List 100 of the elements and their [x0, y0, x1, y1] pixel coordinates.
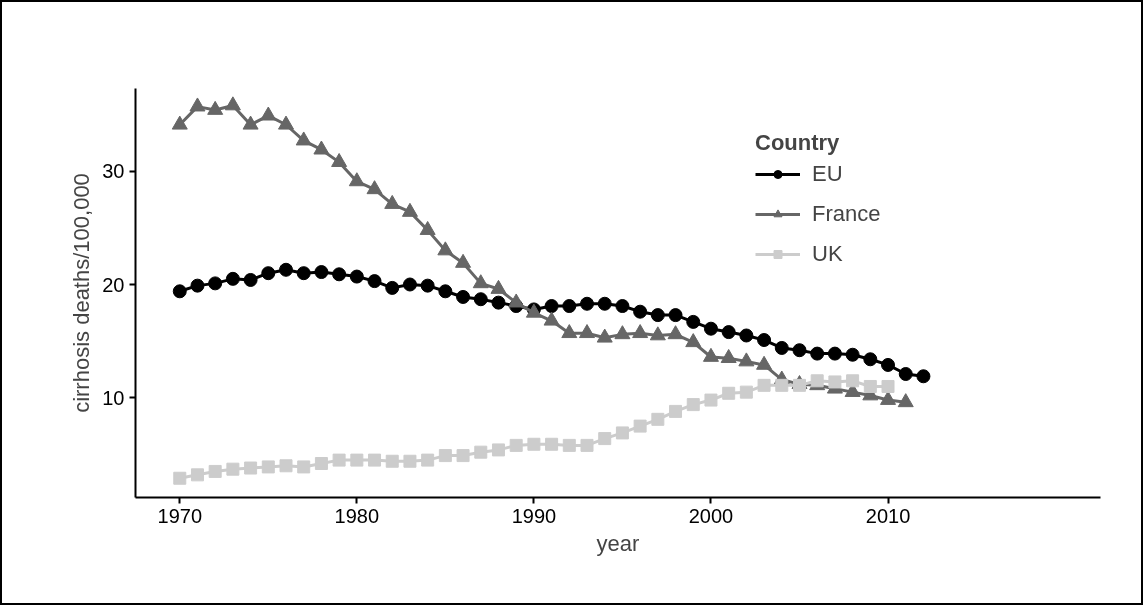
point — [579, 324, 596, 339]
point — [544, 299, 559, 314]
point — [350, 453, 364, 467]
point — [385, 454, 399, 468]
point — [244, 461, 258, 475]
point — [881, 379, 895, 393]
point — [261, 266, 276, 281]
point — [455, 253, 472, 268]
x-axis-title: year — [596, 530, 640, 556]
point — [614, 325, 631, 340]
point — [545, 437, 559, 451]
point — [686, 398, 700, 412]
x-tick-label: 1970 — [157, 504, 203, 527]
point — [261, 460, 275, 474]
point — [846, 374, 860, 388]
point — [456, 289, 471, 304]
point — [490, 279, 507, 294]
point — [243, 272, 258, 287]
point — [597, 296, 612, 311]
point — [738, 352, 755, 367]
legend-label: France — [812, 201, 881, 227]
point — [208, 464, 222, 478]
x-tick-label: 2010 — [865, 504, 911, 527]
point — [562, 438, 576, 452]
x-tick-label: 2000 — [688, 504, 734, 527]
point — [703, 321, 718, 336]
point — [421, 453, 435, 467]
point — [438, 449, 452, 463]
legend-label: EU — [812, 161, 843, 187]
legend-title: Country — [755, 130, 841, 156]
y-tick-label: 20 — [102, 273, 125, 296]
point — [260, 106, 277, 121]
point — [385, 280, 400, 295]
point — [596, 328, 613, 343]
y-tick-label: 30 — [102, 160, 125, 183]
point — [189, 97, 206, 112]
point — [242, 115, 259, 130]
point — [704, 393, 718, 407]
point — [190, 278, 205, 293]
point — [543, 311, 560, 326]
point — [633, 419, 647, 433]
point — [366, 180, 383, 195]
point — [863, 379, 877, 393]
point — [669, 404, 683, 418]
point — [491, 443, 505, 457]
point — [313, 140, 330, 155]
point — [828, 375, 842, 389]
point — [667, 325, 684, 340]
point — [632, 324, 649, 339]
point — [368, 453, 382, 467]
point — [810, 346, 825, 361]
point — [757, 378, 771, 392]
point — [649, 326, 666, 341]
point — [473, 292, 488, 307]
point — [207, 100, 224, 115]
point — [561, 324, 578, 339]
point — [508, 293, 525, 308]
point — [562, 299, 577, 314]
point — [279, 459, 293, 473]
point — [651, 412, 665, 426]
point — [739, 328, 754, 343]
point — [686, 314, 701, 329]
point — [437, 241, 454, 256]
point — [615, 426, 629, 440]
point — [792, 343, 807, 358]
point — [420, 278, 435, 293]
point — [367, 274, 382, 289]
point — [332, 267, 347, 282]
x-tick-label: 1980 — [334, 504, 380, 527]
point — [225, 271, 240, 286]
point — [172, 284, 187, 299]
point — [173, 471, 187, 485]
point — [580, 438, 594, 452]
point — [171, 115, 188, 130]
point — [881, 357, 896, 372]
point — [756, 355, 773, 370]
point — [226, 462, 240, 476]
point — [456, 449, 470, 463]
point — [615, 299, 630, 314]
point — [297, 460, 311, 474]
point — [633, 304, 648, 319]
point — [403, 454, 417, 468]
point — [757, 333, 772, 348]
point — [278, 115, 294, 130]
point — [739, 385, 753, 399]
point — [402, 277, 417, 292]
point — [722, 386, 736, 400]
point — [208, 276, 223, 291]
point — [827, 346, 842, 361]
point — [491, 295, 506, 310]
point — [898, 367, 913, 381]
point — [472, 274, 489, 289]
point — [438, 284, 453, 299]
point — [384, 194, 401, 209]
point — [419, 220, 436, 235]
point — [509, 438, 523, 452]
point — [314, 265, 329, 280]
y-tick-label: 10 — [102, 386, 125, 409]
point — [401, 202, 418, 217]
point — [474, 445, 488, 459]
